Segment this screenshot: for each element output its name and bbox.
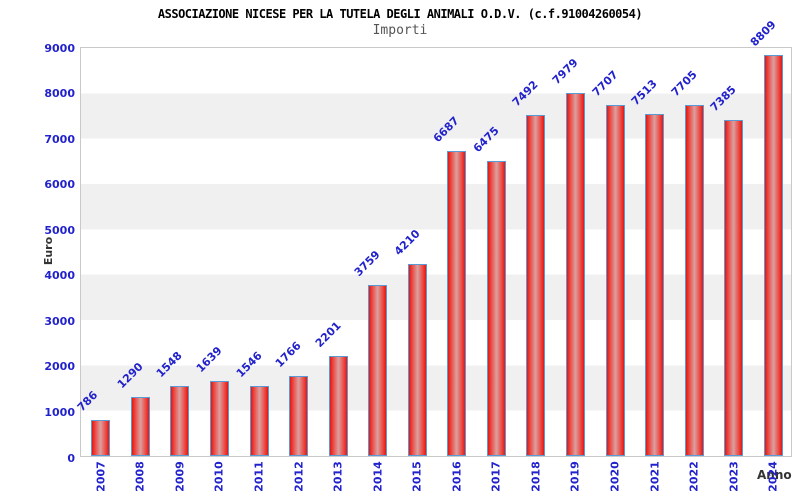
bar-2007: [91, 420, 111, 456]
bar-value-label: 7492: [510, 77, 542, 109]
bar-2019: [565, 92, 585, 456]
y-tick-label: 0: [67, 451, 75, 465]
x-axis-title: Anno: [757, 468, 792, 482]
bar-value-label: 7705: [668, 68, 700, 99]
bar-value-label: 6687: [431, 114, 462, 146]
y-tick-label: 9000: [44, 41, 75, 55]
bar-2020: [605, 104, 625, 456]
bar-value-label: 786: [75, 388, 101, 415]
bar-2011: [249, 385, 269, 456]
x-tick-label: 2020: [608, 461, 622, 492]
x-tick-label: 2015: [410, 461, 424, 492]
bar-value-label: 7707: [589, 68, 621, 99]
x-tick-label: 2017: [489, 461, 503, 492]
x-tick-label: 2011: [252, 461, 266, 492]
x-tick-label: 2023: [727, 461, 741, 492]
y-tick-label: 6000: [44, 178, 75, 192]
bar-value-label: 7979: [549, 55, 581, 87]
y-tick-label: 3000: [44, 314, 75, 328]
bar-value-label: 1766: [272, 338, 304, 370]
y-tick-label: 7000: [44, 132, 75, 146]
bar-2015: [407, 264, 427, 456]
bar-2009: [170, 385, 190, 456]
bar-value-label: 4210: [391, 227, 423, 259]
bar-2024: [763, 54, 783, 456]
x-tick-label: 2014: [371, 461, 385, 492]
y-tick-label: 2000: [44, 360, 75, 374]
bar-2023: [724, 119, 744, 456]
y-tick-label: 8000: [44, 87, 75, 101]
x-tick-label: 2024: [766, 461, 780, 492]
x-tick-label: 2013: [331, 461, 345, 492]
x-tick-label: 2018: [529, 461, 543, 492]
bar-2010: [209, 381, 229, 456]
bar-2012: [289, 375, 309, 456]
bar-value-label: 6475: [470, 124, 502, 155]
x-tick-label: 2012: [292, 461, 306, 492]
y-axis-title: Euro: [42, 236, 55, 266]
bar-2018: [526, 114, 546, 456]
x-tick-label: 2008: [133, 461, 147, 492]
bar-2014: [368, 284, 388, 456]
plot-area: Euro Anno 786 2007 1290 2008 1548 2009 1639 201…: [42, 18, 792, 492]
bar-2021: [645, 113, 665, 456]
x-tick-label: 2022: [687, 461, 701, 492]
x-tick-label: 2019: [568, 461, 582, 492]
bar-value-label: 2201: [312, 318, 344, 350]
bar-value-label: 1639: [193, 344, 225, 376]
bar-value-label: 1546: [233, 348, 265, 380]
x-tick-label: 2010: [212, 461, 226, 492]
chart-subtitle: Importi: [372, 23, 428, 38]
bar-value-label: 3759: [351, 247, 383, 279]
x-tick-label: 2009: [173, 461, 187, 492]
bar-2008: [130, 397, 150, 456]
bar-2016: [447, 151, 467, 456]
chart-title: ASSOCIAZIONE NICESE PER LA TUTELA DEGLI …: [157, 7, 643, 21]
bar-value-label: 7385: [707, 82, 739, 114]
bar-2013: [328, 355, 348, 456]
y-tick-label: 1000: [44, 405, 75, 419]
bar-value-label: 1290: [114, 360, 146, 392]
x-tick-label: 2007: [94, 461, 108, 492]
y-tick-label: 5000: [44, 223, 75, 237]
x-tick-label: 2016: [450, 461, 464, 492]
bar-2022: [684, 105, 704, 456]
bar-2017: [486, 161, 506, 456]
y-tick-label: 4000: [44, 269, 75, 283]
bar-value-label: 1548: [154, 348, 186, 380]
bar-value-label: 7513: [628, 76, 660, 108]
x-tick-label: 2021: [648, 461, 662, 492]
